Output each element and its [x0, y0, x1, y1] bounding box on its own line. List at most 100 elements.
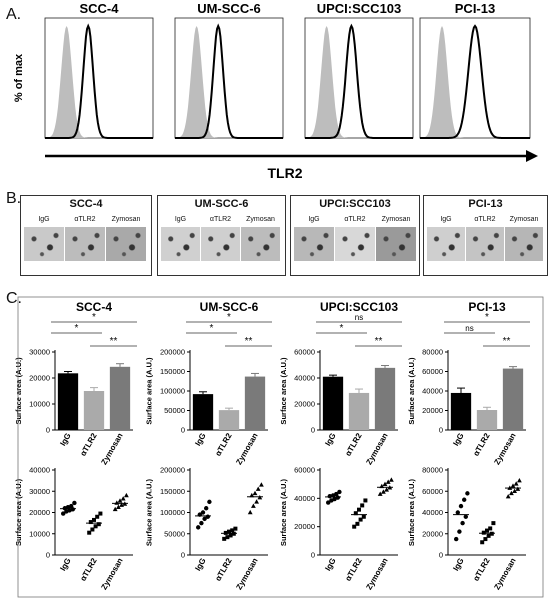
flow-title: UPCI:SCC103	[317, 1, 402, 16]
data-point	[112, 506, 118, 512]
photo-condition-label: αTLR2	[344, 216, 366, 223]
y-tick-label: 40000	[422, 387, 443, 396]
data-point	[247, 509, 253, 515]
y-tick-label: 20000	[29, 374, 50, 383]
colony-photo-group: UPCI:SCC103 IgG αTLR2 Zymosan	[290, 195, 420, 276]
data-point	[228, 533, 233, 538]
data-point	[510, 483, 516, 488]
data-point	[353, 511, 358, 516]
data-point	[98, 511, 103, 516]
panel-c-frame	[17, 296, 544, 598]
y-tick-label: 80000	[422, 466, 443, 475]
colony-photo	[505, 227, 543, 261]
y-tick-label: 150000	[160, 487, 185, 496]
bar	[476, 410, 498, 430]
y-tick-label: 0	[46, 426, 50, 435]
data-point	[124, 492, 129, 498]
photo-condition-label: Zymosan	[381, 216, 411, 223]
data-point	[462, 497, 467, 502]
data-point	[513, 481, 519, 486]
significance-label: **	[245, 336, 253, 347]
y-tick-label: 20000	[294, 522, 315, 531]
photo-condition-label: αTLR2	[74, 216, 96, 223]
data-point	[204, 506, 209, 511]
y-axis-label: Surface area (A.U.)	[14, 357, 23, 425]
flow-title: UM-SCC-6	[197, 1, 261, 16]
data-point	[489, 531, 494, 536]
y-tick-label: 20000	[29, 508, 50, 517]
data-point	[120, 496, 126, 501]
isotype-histogram	[45, 26, 153, 138]
bar	[374, 367, 396, 430]
data-point	[381, 489, 386, 494]
colony-photo	[294, 227, 334, 261]
data-point	[509, 490, 514, 496]
data-point	[254, 499, 259, 504]
y-tick-label: 20000	[422, 406, 443, 415]
chart-title: PCI-13	[468, 300, 506, 314]
significance-label: *	[210, 323, 214, 334]
data-point	[252, 490, 258, 496]
data-point	[485, 528, 489, 533]
data-point	[69, 503, 74, 509]
data-point	[92, 517, 96, 522]
y-tick-label: 0	[311, 426, 315, 435]
data-point	[458, 503, 464, 509]
y-tick-label: 50000	[164, 406, 185, 415]
data-point	[87, 530, 92, 535]
data-point	[251, 503, 256, 508]
photo-condition-label: αTLR2	[474, 216, 496, 223]
chart-title: SCC-4	[76, 300, 112, 314]
data-point	[486, 533, 491, 538]
photo-group-title: UM-SCC-6	[194, 198, 249, 210]
bar	[322, 376, 344, 430]
data-point	[334, 491, 339, 497]
data-point	[361, 514, 366, 519]
y-axis-label: Surface area (A.U.)	[145, 478, 154, 546]
colony-photo	[427, 227, 465, 261]
bar	[244, 376, 266, 430]
data-point	[202, 516, 207, 522]
data-point	[93, 524, 98, 529]
y-tick-label: 60000	[422, 487, 443, 496]
data-point	[358, 517, 363, 522]
data-point	[249, 492, 255, 498]
photo-condition-label: Zymosan	[111, 216, 141, 223]
photo-condition-label: IgG	[38, 216, 50, 223]
data-point	[326, 500, 331, 505]
photo-group-title: UPCI:SCC103	[319, 198, 391, 210]
data-point	[488, 526, 493, 531]
y-axis-label: Surface area (A.U.)	[279, 357, 288, 425]
y-tick-label: 200000	[160, 466, 185, 475]
data-point	[463, 514, 468, 519]
y-tick-label: 100000	[160, 508, 185, 517]
photo-group-title: SCC-4	[69, 198, 103, 210]
chart-title: UM-SCC-6	[200, 300, 259, 314]
y-tick-label: 40000	[422, 508, 443, 517]
y-tick-label: 100000	[160, 387, 185, 396]
data-point	[454, 536, 459, 542]
data-point	[230, 528, 235, 533]
y-tick-label: 150000	[160, 367, 185, 376]
tlr2-histogram	[305, 23, 413, 139]
y-tick-label: 30000	[29, 348, 50, 357]
data-point	[384, 487, 389, 492]
y-tick-label: 0	[46, 551, 50, 560]
data-point	[357, 507, 361, 512]
y-tick-label: 40000	[29, 466, 50, 475]
significance-label: *	[485, 312, 489, 323]
data-point	[355, 521, 360, 526]
data-point	[389, 477, 394, 482]
data-point	[233, 526, 238, 531]
colony-photo-group: PCI-13 IgG αTLR2 Zymosan	[423, 195, 548, 276]
data-point	[363, 498, 368, 503]
y-axis-label: Surface area (A.U.)	[145, 357, 154, 425]
y-tick-label: 30000	[29, 487, 50, 496]
data-point	[255, 486, 261, 491]
data-point	[95, 514, 100, 519]
colony-photo	[335, 227, 375, 261]
data-point	[385, 479, 391, 484]
data-point	[483, 537, 488, 542]
tlr2-histogram	[175, 23, 283, 139]
